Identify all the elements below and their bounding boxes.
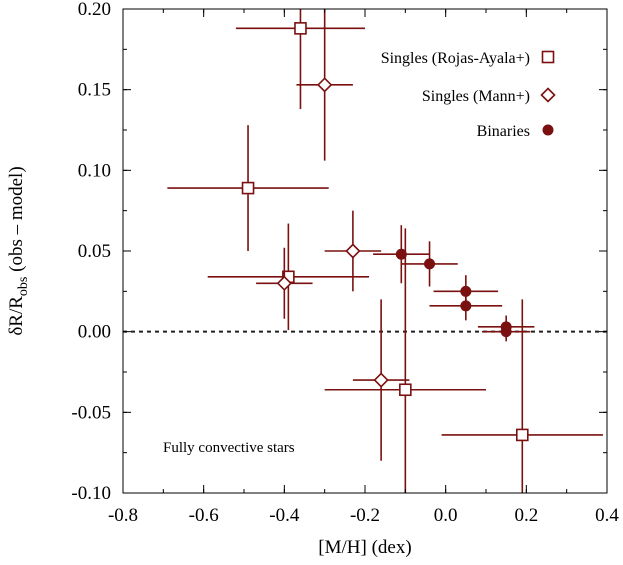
data-point (481, 321, 531, 342)
y-tick-label: 0.10 (78, 160, 111, 181)
data-point (429, 291, 503, 321)
legend-label: Singles (Rojas-Ayala+) (381, 50, 530, 67)
y-axis-label-rest: (obs – model) (6, 166, 27, 276)
marker-diamond-open (345, 243, 361, 259)
legend: Singles (Rojas-Ayala+) Singles (Mann+) Bin… (381, 50, 556, 140)
marker-circle-filled (424, 258, 436, 270)
y-tick-label: 0.05 (78, 241, 111, 262)
marker-square-open (294, 22, 307, 35)
legend-item: Singles (Mann+) (422, 87, 556, 105)
data-point (441, 299, 603, 493)
y-tick-label: -0.05 (71, 402, 111, 423)
marker-square-open (399, 383, 412, 397)
marker-diamond-open (373, 372, 389, 388)
data-point (324, 210, 382, 292)
y-axis-label-subscript: obs (16, 277, 31, 296)
x-tick-label: 0.4 (595, 505, 619, 526)
x-tick-label: -0.6 (189, 505, 219, 526)
data-point (401, 241, 458, 287)
series-2 (373, 225, 535, 342)
data-point (235, 9, 365, 110)
annotation-fully-convective: Fully convective stars (163, 440, 295, 456)
x-tick-label: -0.8 (108, 505, 138, 526)
series-1 (256, 9, 410, 461)
legend-item: Singles (Rojas-Ayala+) (381, 50, 555, 67)
legend-marker (540, 87, 556, 103)
y-axis-label-main: δR/R (6, 296, 27, 336)
marker-circle-filled (395, 248, 407, 260)
x-axis-label: [M/H] (dex) (318, 537, 411, 558)
x-tick-label: 0.0 (434, 505, 458, 526)
x-tick-label: 0.2 (514, 505, 538, 526)
y-axis-label: δR/Robs (obs – model) (6, 166, 31, 335)
data-point (167, 125, 329, 251)
marker-square-open (241, 181, 255, 195)
series-0 (167, 9, 603, 493)
legend-marker (541, 50, 555, 64)
data-point (256, 247, 313, 319)
marker-circle-filled (500, 326, 512, 338)
data-point (373, 225, 430, 284)
legend-label: Binaries (477, 123, 530, 140)
marker-circle-filled (460, 300, 472, 312)
data-marks-layer (167, 9, 603, 493)
y-tick-label: 0.15 (78, 80, 111, 101)
legend-item: Binaries (477, 123, 554, 140)
y-tick-label: 0.00 (78, 322, 111, 343)
data-point (324, 228, 486, 493)
data-point (296, 9, 353, 161)
legend-marker (542, 124, 554, 136)
data-point (207, 223, 370, 331)
data-point (352, 299, 410, 461)
x-tick-label: -0.2 (350, 505, 380, 526)
y-tick-label: 0.20 (78, 0, 111, 20)
y-tick-label: -0.10 (71, 483, 111, 504)
x-tick-label: -0.4 (269, 505, 300, 526)
marker-diamond-open (317, 77, 333, 93)
marker-square-open (515, 428, 529, 442)
axes-layer: -0.8 -0.6 -0.4 -0.2 0.0 0.2 0.4 -0.10 -0.05 0.00 0… (71, 0, 619, 526)
marker-diamond-open (276, 275, 292, 291)
legend-label: Singles (Mann+) (422, 88, 530, 105)
